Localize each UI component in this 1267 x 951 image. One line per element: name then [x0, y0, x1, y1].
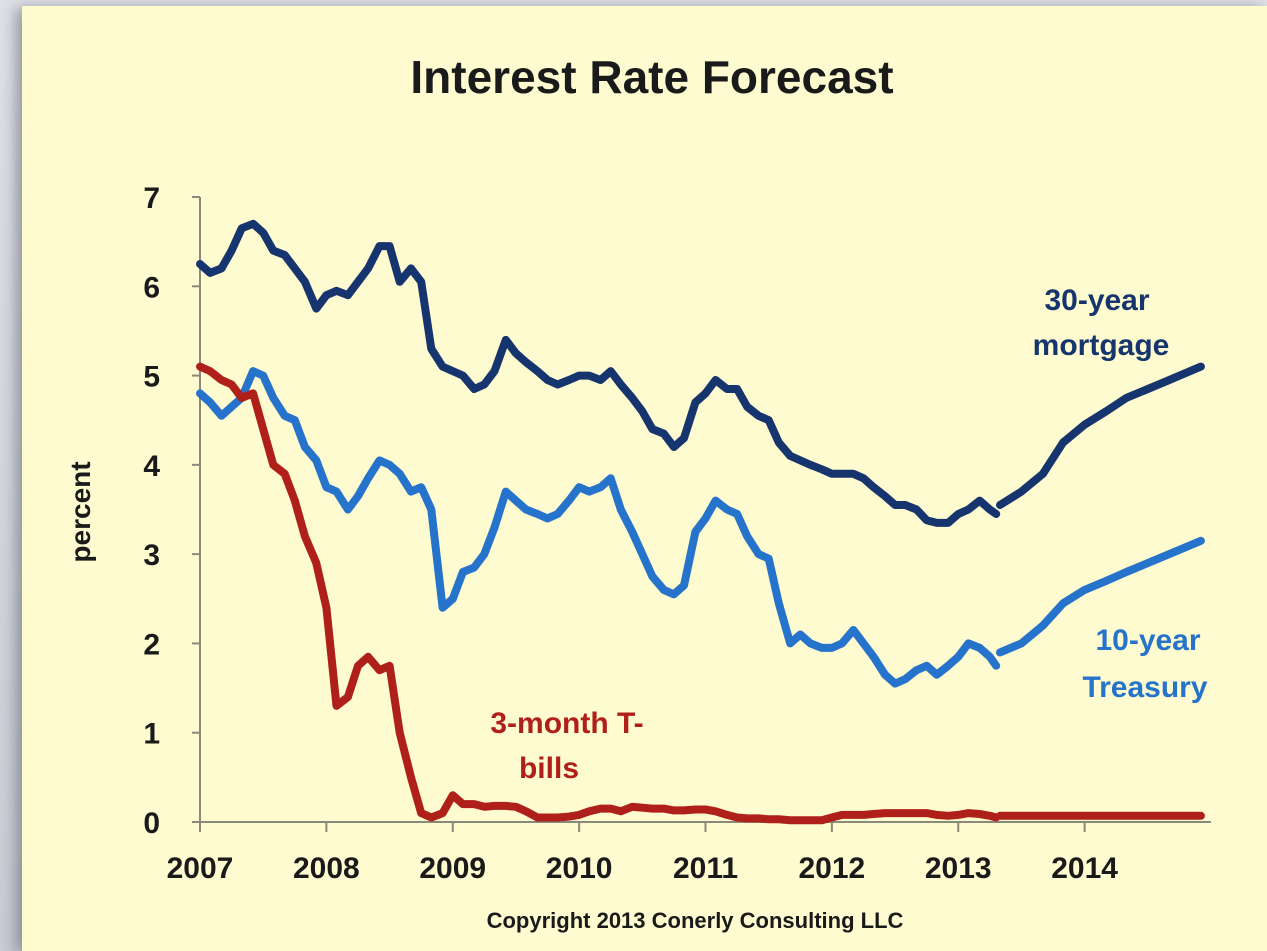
x-tick-label: 2009: [419, 852, 486, 885]
tbills-label-line-1: 3-month T-: [490, 707, 643, 740]
y-tick-label: 7: [143, 182, 160, 215]
30-year-mortgage-historical-line: [196, 219, 1001, 527]
y-tick-label: 4: [143, 450, 160, 483]
x-tick-label: 2012: [799, 852, 866, 885]
treasury-label-line-1: 10-year: [1095, 624, 1200, 657]
chart-title: Interest Rate Forecast: [410, 51, 893, 103]
tbills-label-line-2: bills: [519, 752, 579, 785]
copyright-footer: Copyright 2013 Conerly Consulting LLC: [487, 908, 904, 933]
10-year-treasury-forecast-line: [996, 536, 1205, 657]
x-tick-label: 2007: [167, 852, 234, 885]
axes: 0 1 2 3 4 5 6 7 2007 2008 2009 2010 2011 2012 2013 2014: [143, 182, 1211, 885]
10-year-treasury-historical-line: [196, 367, 1001, 688]
treasury-label-line-2: Treasury: [1082, 671, 1207, 704]
y-tick-label: 2: [143, 628, 160, 661]
y-tick-label: 5: [143, 361, 160, 394]
y-tick-label: 3: [143, 539, 160, 572]
y-axis-label: percent: [65, 461, 96, 562]
y-tick-label: 1: [143, 718, 160, 751]
chart-panel: [22, 6, 1267, 951]
mortgage-label-line-1: 30-year: [1044, 284, 1149, 317]
x-tick-label: 2008: [293, 852, 360, 885]
30-year-mortgage-forecast-line: [996, 362, 1205, 509]
y-tick-label: 0: [143, 807, 160, 840]
y-tick-label: 6: [143, 271, 160, 304]
mortgage-label-line-2: mortgage: [1033, 329, 1170, 362]
x-tick-label: 2011: [673, 852, 738, 885]
x-tick-label: 2013: [925, 852, 992, 885]
3-month-t-bills-historical-line: [196, 362, 1001, 825]
series-layer: [196, 219, 1205, 825]
x-tick-label: 2014: [1051, 852, 1118, 885]
x-tick-label: 2010: [546, 852, 613, 885]
